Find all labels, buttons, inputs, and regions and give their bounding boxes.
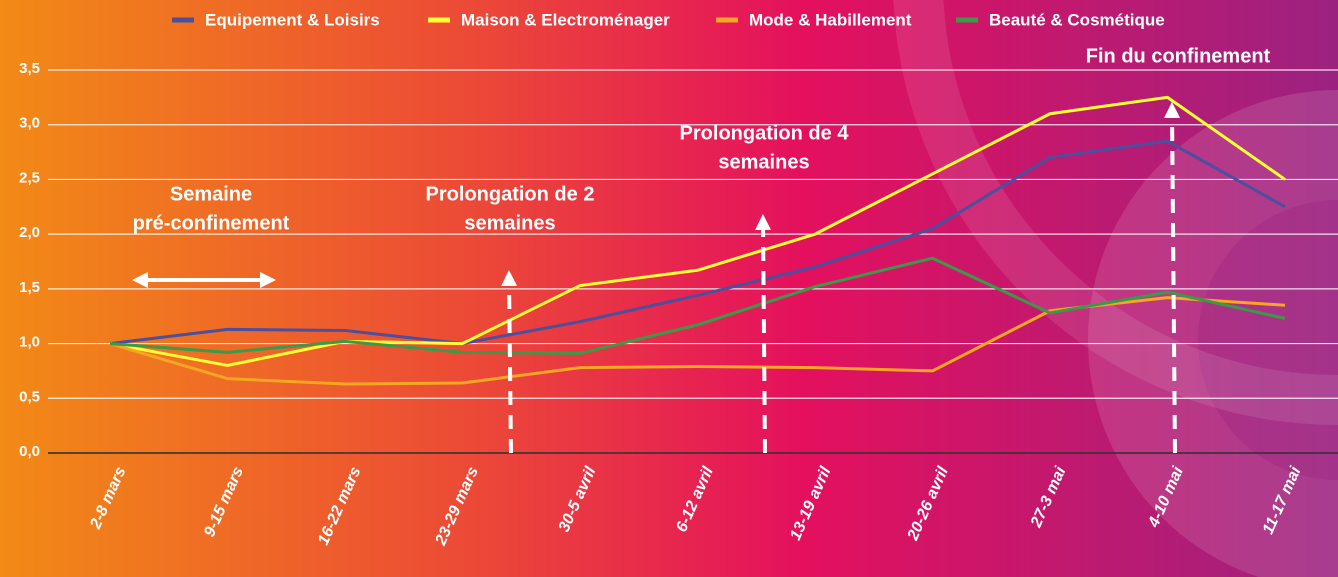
legend-label: Beauté & Cosmétique	[989, 10, 1165, 29]
legend-label: Mode & Habillement	[749, 10, 912, 29]
annotation: pré-confinement	[133, 212, 290, 234]
y-tick-label: 0,5	[19, 388, 40, 405]
decoration	[1198, 200, 1338, 480]
decoration	[1088, 90, 1338, 577]
annotation: Prolongation de 2	[426, 183, 595, 205]
y-tick-label: 3,5	[19, 60, 40, 77]
annotation: semaines	[718, 151, 809, 173]
y-tick-label: 1,5	[19, 279, 40, 296]
line-series	[109, 139, 1286, 346]
annotation: semaines	[464, 212, 555, 234]
annotation: Semaine	[170, 183, 252, 205]
y-tick-label: 1,0	[19, 334, 40, 351]
y-tick-label: 0,0	[19, 443, 40, 460]
y-tick-label: 2,0	[19, 224, 40, 241]
y-tick-label: 2,5	[19, 169, 40, 186]
annotation: Prolongation de 4	[680, 122, 850, 144]
arrow	[755, 214, 772, 454]
legend-label: Maison & Electroménager	[461, 10, 670, 29]
annotation: Fin du confinement	[1086, 45, 1271, 67]
annotation-arrows	[132, 102, 1181, 454]
legend-label: Equipement & Loisirs	[205, 10, 380, 29]
line-series	[109, 95, 1286, 367]
arrow	[501, 270, 518, 454]
arrow	[1164, 102, 1181, 454]
y-tick-label: 3,0	[19, 115, 40, 132]
line-series	[109, 256, 1286, 355]
